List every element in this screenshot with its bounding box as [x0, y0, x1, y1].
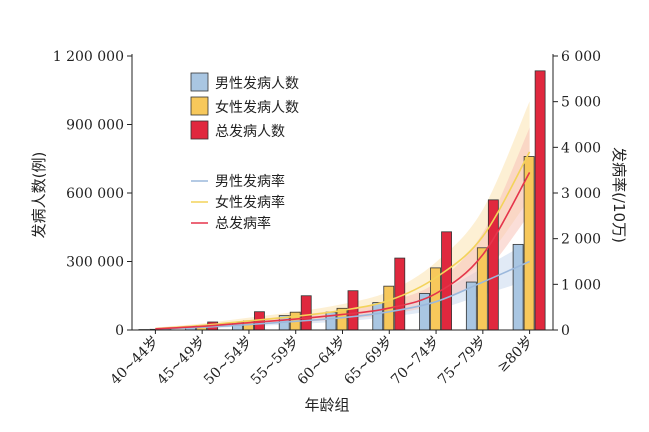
y-right-tick-label-0: 0: [561, 323, 570, 339]
x-tick-label-0: 40~44岁: [108, 334, 163, 389]
x-tick-label-5: 65~69岁: [341, 334, 396, 389]
y-right-tick-label-2: 2 000: [561, 232, 601, 248]
bar-2-6: [441, 231, 452, 331]
y-right-tick-label-4: 4 000: [561, 140, 601, 156]
x-tick-label-7: 75~79岁: [435, 334, 490, 389]
x-tick-label-4: 60~64岁: [295, 334, 350, 389]
bar-2-4: [347, 290, 359, 331]
bar-0-8: [512, 243, 524, 331]
x-tick-label-3: 55~59岁: [248, 334, 303, 389]
legend-label-bar-0: 男性发病人数: [215, 76, 299, 92]
y-left-tick-label-0: 0: [115, 323, 124, 339]
x-axis-label: 年龄组: [304, 396, 349, 414]
line-2: [155, 172, 531, 330]
legend-label-bar-1: 女性发病人数: [215, 99, 299, 116]
bar-1-8: [523, 156, 535, 331]
y-left-tick-label-2: 600 000: [66, 186, 124, 202]
bar-2-5: [394, 257, 406, 331]
line-0: [155, 260, 530, 330]
y-left-tick-label-3: 900 000: [66, 118, 124, 134]
y-axis-label-left: 发病人数(例): [30, 152, 48, 239]
y-right-tick-label-6: 6 000: [561, 49, 601, 65]
legend-label-bar-2: 总发病人数: [215, 124, 285, 140]
x-tick-label-6: 70~74岁: [388, 334, 443, 389]
bar-2-3: [300, 295, 312, 331]
legend-swatch-bar-0: [190, 72, 209, 92]
line-1: [155, 151, 531, 330]
x-tick-label-2: 50~54岁: [201, 334, 256, 389]
bar-2-8: [534, 70, 546, 331]
y-left-tick-label-4: 1 200 000: [53, 49, 124, 65]
legend-swatch-bar-2: [190, 120, 209, 140]
legend-label-line-0: 男性发病率: [215, 173, 285, 190]
y-right-tick-label-3: 3 000: [561, 186, 601, 202]
lines-group: [155, 151, 531, 330]
x-tick-label-8: ≥80岁: [494, 334, 536, 376]
bar-0-5: [372, 302, 384, 331]
y-left-tick-label-1: 300 000: [66, 255, 124, 271]
legend-label-line-2: 总发病率: [215, 215, 271, 232]
x-tick-label-1: 45~49岁: [154, 334, 209, 389]
y-right-tick-label-1: 1 000: [561, 277, 601, 293]
y-right-tick-label-5: 5 000: [561, 95, 601, 111]
y-axis-label-right: 发病率(/10万): [610, 147, 628, 243]
legend-label-line-1: 女性发病率: [215, 194, 285, 211]
legend-swatch-bar-1: [190, 96, 209, 116]
